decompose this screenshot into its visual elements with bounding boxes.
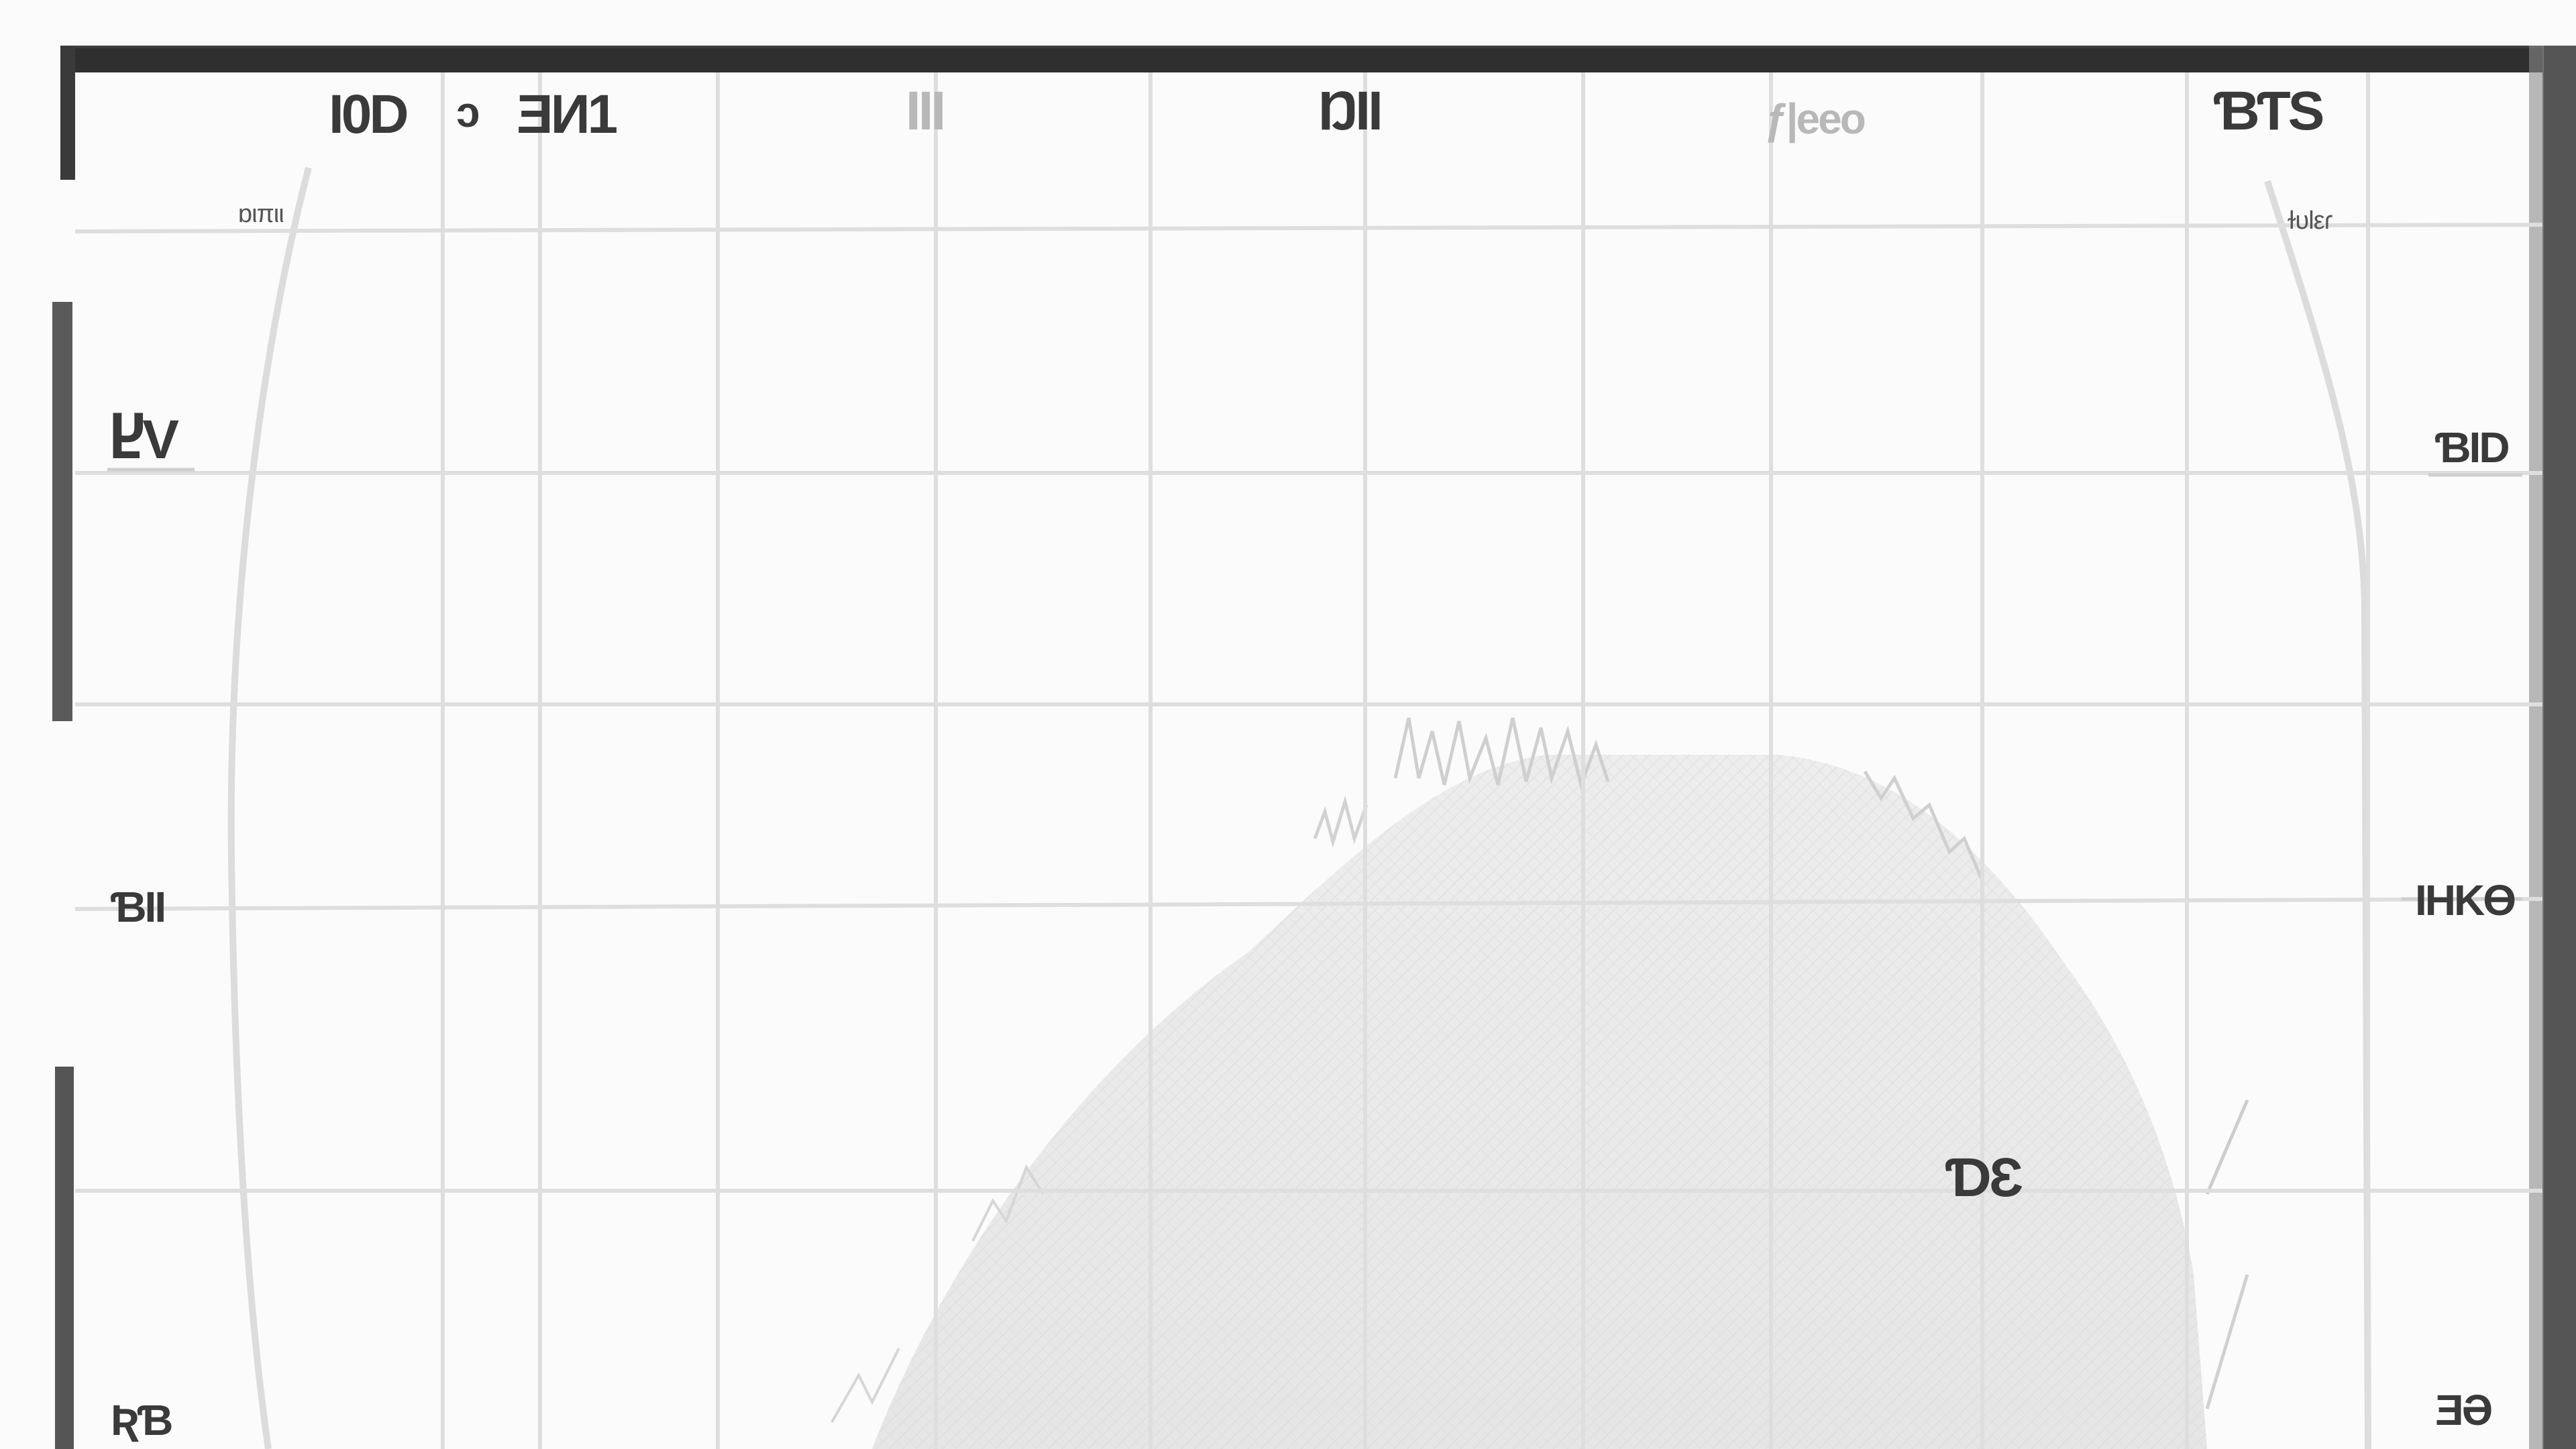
right-label-2: IHKƟ xyxy=(2415,876,2516,924)
top-label-6: ƒ|eeo xyxy=(1764,95,1866,143)
frame xyxy=(52,46,2576,1449)
left-label-2: ƁII xyxy=(111,883,166,931)
top-label-5: ŊII xyxy=(1318,80,1383,142)
upper-left-note: ɒιπιι xyxy=(238,200,284,228)
left-label-3: ƦƁ xyxy=(111,1396,173,1444)
top-label-7: ƁƬS xyxy=(2214,80,2324,142)
grid-lines xyxy=(74,72,2543,1449)
upper-right-note: ɫυlεɾ xyxy=(2288,207,2332,235)
inner-label: ƊƐ xyxy=(1945,1147,2023,1208)
side-curves xyxy=(227,166,2371,1449)
label-ticks xyxy=(107,468,2522,901)
mound-shape xyxy=(830,717,2249,1449)
top-label-1: I0D xyxy=(329,84,409,145)
top-label-2: ↄ xyxy=(456,88,480,136)
top-label-3: ƎИ1 xyxy=(517,84,618,145)
right-label-3: ƎƏ xyxy=(2435,1386,2493,1434)
top-label-4: ΙΙΙ xyxy=(906,80,946,142)
right-label-1: ƁID xyxy=(2435,423,2510,472)
left-label-1: ႾV xyxy=(111,409,179,470)
